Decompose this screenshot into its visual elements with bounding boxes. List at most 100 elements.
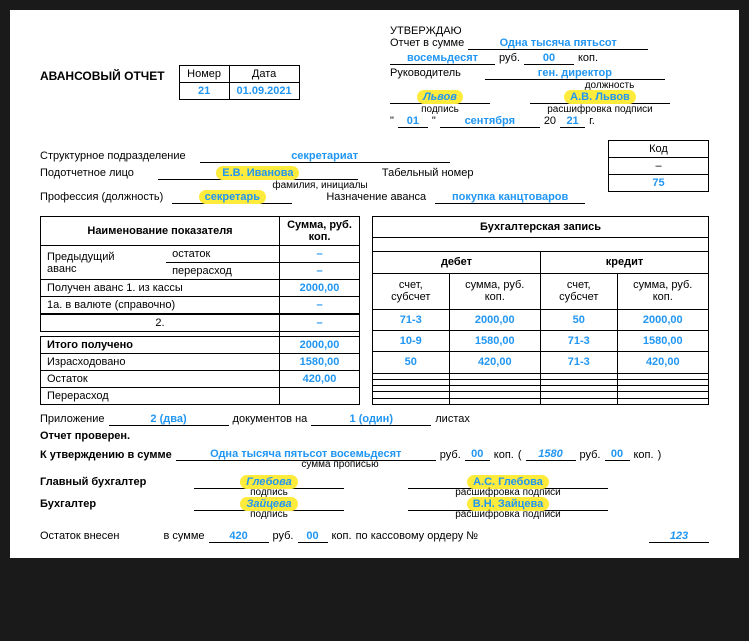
date-header: Дата — [229, 66, 299, 83]
spent-val: 1580,00 — [280, 354, 360, 371]
code-header: Код — [609, 141, 709, 158]
approve-label: УТВЕРЖДАЮ — [390, 25, 709, 37]
rub-label: руб. — [499, 52, 520, 64]
date-value: 01.09.2021 — [229, 83, 299, 100]
credit-account-header: счет, субсчет — [540, 273, 617, 309]
received-val: 2000,00 — [280, 280, 360, 297]
bottom-rub: руб. — [273, 530, 294, 542]
docs-label: документов на — [233, 413, 308, 425]
purpose-value: покупка канцтоваров — [435, 191, 585, 204]
credit-amount-header: сумма, руб. коп. — [617, 273, 708, 309]
sum-words-2: восемьдесят — [390, 52, 495, 65]
signature-value: Львов — [417, 90, 463, 104]
paren-val: 1580 — [526, 448, 576, 461]
bottom-kop-val: 00 — [298, 530, 328, 543]
attachment-label: Приложение — [40, 413, 105, 425]
balance-val: 420,00 — [280, 371, 360, 388]
total-val: 2000,00 — [280, 337, 360, 354]
remainder-val: – — [280, 246, 360, 263]
row2-val: – — [280, 314, 360, 332]
number-value: 21 — [179, 83, 229, 100]
ledger-header: Бухгалтерская запись — [373, 217, 709, 238]
bottom-in-sum: в сумме — [163, 530, 204, 542]
year-prefix: 20 — [544, 115, 556, 127]
c-acc-1: 50 — [540, 309, 617, 330]
rub-label-3: руб. — [580, 449, 601, 461]
sum-words-1: Одна тысяча пятьсот — [468, 37, 648, 50]
advance-label: аванс — [47, 263, 77, 275]
bottom-remainder-label: Остаток внесен — [40, 530, 119, 542]
debit-account-header: счет, субсчет — [373, 273, 450, 309]
indicator-header: Наименование показателя — [41, 217, 280, 246]
c-amt-1: 2000,00 — [617, 309, 708, 330]
total-label: Итого получено — [41, 337, 280, 354]
year-suffix: г. — [589, 115, 595, 127]
year-value: 21 — [560, 115, 585, 128]
d-acc-1: 71-3 — [373, 309, 450, 330]
prof-value: секретарь — [199, 190, 266, 204]
bottom-order-num: 123 — [649, 530, 709, 543]
c-amt-2: 1580,00 — [617, 331, 708, 352]
received-label: Получен аванс 1. из кассы — [41, 280, 280, 297]
number-header: Номер — [179, 66, 229, 83]
checked-label: Отчет проверен. — [40, 430, 709, 442]
person-value: Е.В. Иванова — [216, 166, 299, 180]
currency-val: – — [280, 297, 360, 315]
bottom-val: 420 — [209, 530, 269, 543]
kop-label: коп. — [578, 52, 598, 64]
sum-header: Сумма, руб. коп. — [280, 217, 360, 246]
report-sum-label: Отчет в сумме — [390, 37, 464, 49]
d-acc-3: 50 — [373, 352, 450, 373]
tab-value: 75 — [609, 175, 709, 192]
kop-label-2: коп. — [494, 449, 514, 461]
bottom-kop: коп. — [332, 530, 352, 542]
sheets-value: 1 (один) — [311, 413, 431, 426]
month-value: сентября — [440, 115, 540, 128]
overspend-row-label: Перерасход — [41, 388, 280, 405]
d-amt-1: 2000,00 — [449, 309, 540, 330]
d-acc-2: 10-9 — [373, 331, 450, 352]
c-acc-2: 71-3 — [540, 331, 617, 352]
prof-label: Профессия (должность) — [40, 191, 163, 203]
tab-label: Табельный номер — [382, 167, 474, 179]
remainder-label: остаток — [166, 246, 279, 263]
struct-value: секретариат — [200, 150, 450, 163]
c-acc-3: 71-3 — [540, 352, 617, 373]
c-amt-3: 420,00 — [617, 352, 708, 373]
kop-val-2: 00 — [465, 448, 490, 461]
sheets-label: листах — [435, 413, 470, 425]
bottom-order-label: по кассовому ордеру № — [356, 530, 479, 542]
purpose-label: Назначение аванса — [326, 191, 426, 203]
currency-label: 1а. в валюте (справочно) — [41, 297, 280, 315]
spent-label: Израсходовано — [41, 354, 280, 371]
overspend-label: перерасход — [166, 263, 279, 280]
d-amt-3: 420,00 — [449, 352, 540, 373]
credit-header: кредит — [540, 252, 708, 273]
debit-amount-header: сумма, руб. коп. — [449, 273, 540, 309]
row2-label: 2. — [41, 314, 280, 332]
manager-label: Руководитель — [390, 67, 461, 79]
doc-title: АВАНСОВЫЙ ОТЧЕТ — [40, 69, 165, 83]
person-label: Подотчетное лицо — [40, 167, 134, 179]
debit-header: дебет — [373, 252, 541, 273]
chief-label: Главный бухгалтер — [40, 476, 190, 488]
rub-label-2: руб. — [440, 449, 461, 461]
acc-label: Бухгалтер — [40, 498, 190, 510]
acc-sig-label: подпись — [194, 509, 344, 520]
docs-value: 2 (два) — [109, 413, 229, 426]
day-value: 01 — [398, 115, 428, 128]
acc-decrypt-label: расшифровка подписи — [408, 509, 608, 520]
decrypt-sublabel: расшифровка подписи — [530, 104, 670, 115]
overspend-val: – — [280, 263, 360, 280]
decrypt-value: А.В. Львов — [564, 90, 636, 104]
signature-sublabel: подпись — [390, 104, 490, 115]
approve-sum-label: К утверждению в сумме — [40, 449, 172, 461]
prev-label: Предыдущий — [47, 251, 114, 263]
kop-label-3: коп. — [634, 449, 654, 461]
kop-value: 00 — [524, 52, 574, 65]
position-value: ген. директор — [485, 67, 665, 80]
struct-label: Структурное подразделение — [40, 150, 186, 162]
balance-label: Остаток — [41, 371, 280, 388]
d-amt-2: 1580,00 — [449, 331, 540, 352]
code-value: – — [609, 158, 709, 175]
